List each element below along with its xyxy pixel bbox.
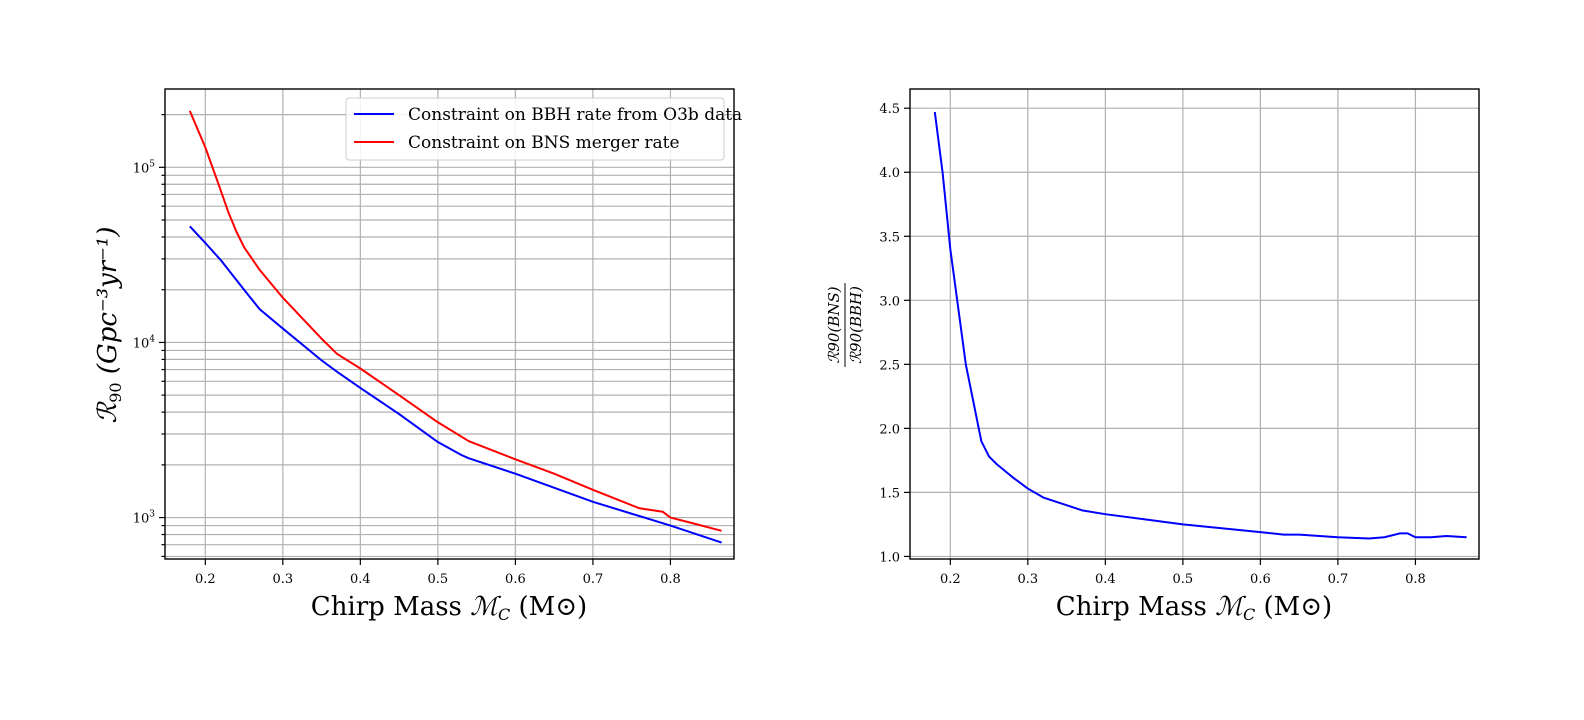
right-y-tick-label: 4.0 (879, 166, 900, 181)
right-x-tick-label: 0.8 (1405, 572, 1426, 587)
left-x-tick-label: 0.2 (195, 572, 216, 587)
left-ticks: 0.2 0.3 0.4 0.5 0.6 0.7 0.8 103 104 105 (133, 113, 681, 587)
right-panel-ratio-vs-chirp-mass: 0.2 0.3 0.4 0.5 0.6 0.7 0.8 1.0 1.5 2.0 2.5 3.0 3.5 4… (825, 88, 1480, 624)
right-y-tick-label: 1.0 (879, 550, 900, 565)
right-x-tick-label: 0.5 (1173, 572, 1194, 587)
left-x-tick-label: 0.4 (350, 572, 371, 587)
left-grid (165, 89, 734, 559)
series-line-bns (188, 110, 722, 532)
left-plot-area (188, 110, 722, 544)
right-plot-area (933, 111, 1467, 540)
right-x-tick-label: 0.2 (940, 572, 961, 587)
left-x-tick-label: 0.5 (428, 572, 449, 587)
right-y-tick-label: 3.5 (879, 230, 900, 245)
left-x-tick-label: 0.3 (272, 572, 293, 587)
right-y-axis-denominator: ℛ90(BBH) (847, 286, 865, 364)
legend-label-bbh: Constraint on BBH rate from O3b data (408, 105, 742, 125)
right-y-axis-numerator: ℛ90(BNS) (825, 286, 843, 363)
right-y-tick-label: 1.5 (879, 486, 900, 501)
left-axes-frame (164, 88, 735, 560)
right-y-tick-label: 2.5 (879, 358, 900, 373)
right-y-axis-label: ℛ90(BNS) ℛ90(BBH) (825, 283, 865, 367)
right-x-tick-label: 0.6 (1250, 572, 1271, 587)
right-y-tick-label: 2.0 (879, 422, 900, 437)
right-x-tick-label: 0.7 (1328, 572, 1349, 587)
series-line-bbh (189, 225, 722, 544)
left-y-axis-label: ℛ90 (Gpc⁻³yr⁻¹) (93, 226, 125, 423)
right-y-tick-label: 3.0 (879, 294, 900, 309)
left-y-tick-label: 105 (133, 159, 156, 176)
left-y-tick-label: 104 (133, 334, 156, 351)
legend-box (345, 97, 725, 161)
left-x-tick-label: 0.6 (505, 572, 526, 587)
legend-label-bns: Constraint on BNS merger rate (408, 133, 680, 153)
right-axes-frame (909, 88, 1480, 560)
right-x-tick-label: 0.4 (1095, 572, 1116, 587)
right-grid (910, 89, 1479, 559)
left-x-tick-label: 0.8 (660, 572, 681, 587)
left-panel-rate-vs-chirp-mass: 0.2 0.3 0.4 0.5 0.6 0.7 0.8 103 104 105 Constrain… (93, 88, 742, 624)
series-line-ratio (933, 111, 1467, 540)
left-x-tick-label: 0.7 (583, 572, 604, 587)
right-y-tick-label: 4.5 (879, 102, 900, 117)
right-x-axis-label: Chirp Mass ℳC (M⊙) (1056, 592, 1332, 624)
right-ticks: 0.2 0.3 0.4 0.5 0.6 0.7 0.8 1.0 1.5 2.0 2.5 3.0 3.5 4… (879, 102, 1425, 587)
legend: Constraint on BBH rate from O3b data Con… (345, 97, 742, 161)
left-x-axis-label: Chirp Mass ℳC (M⊙) (311, 592, 587, 624)
left-y-tick-label: 103 (133, 510, 156, 527)
right-x-tick-label: 0.3 (1017, 572, 1038, 587)
